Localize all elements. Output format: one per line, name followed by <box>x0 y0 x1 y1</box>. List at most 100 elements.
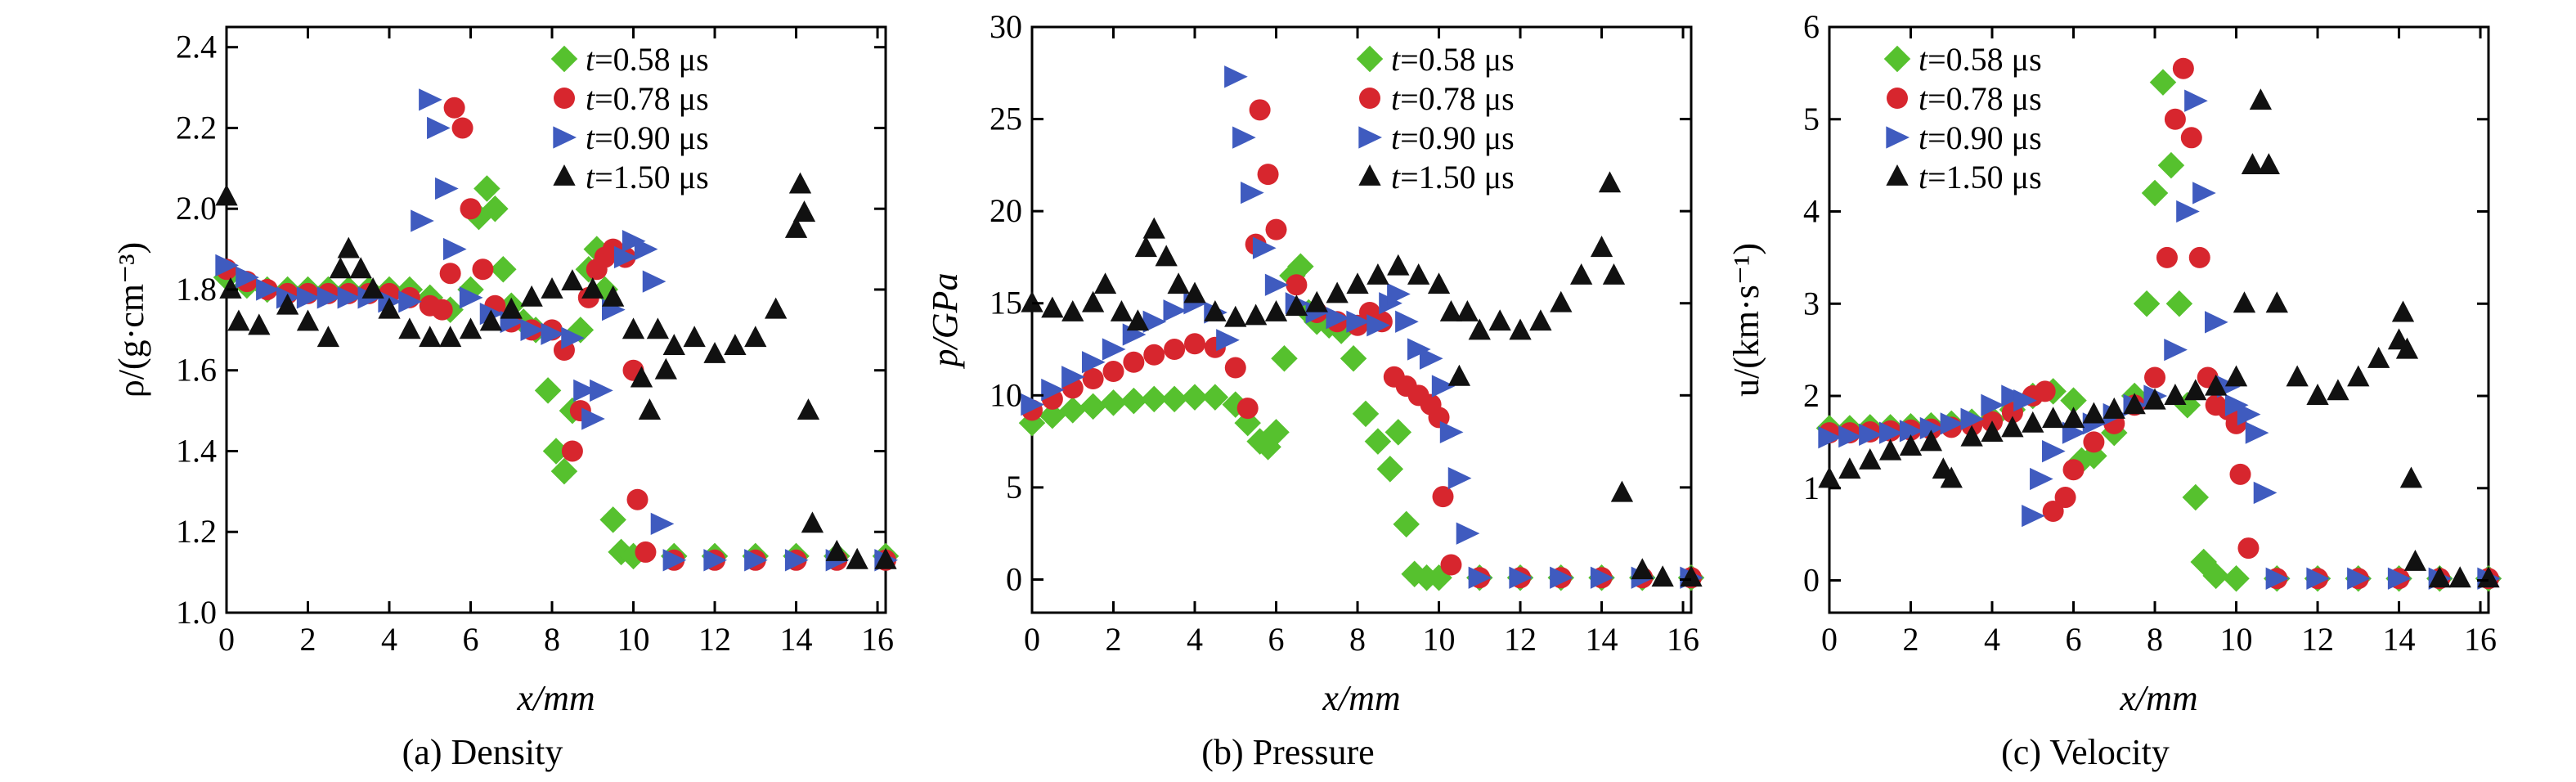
legend-label-t058: t=0.58 μs <box>586 41 709 78</box>
caption-density: (a) Density <box>402 732 563 772</box>
data-point <box>2062 459 2085 481</box>
data-point <box>2265 567 2290 590</box>
data-point <box>1407 263 1430 285</box>
data-point <box>2395 337 2419 359</box>
x-tick-label: 4 <box>1984 621 2000 658</box>
data-point <box>490 256 517 283</box>
x-tick-label: 14 <box>780 621 813 658</box>
data-point <box>1488 309 1511 331</box>
legend-marker-t078 <box>1887 88 1908 109</box>
data-point <box>1285 294 1308 317</box>
data-point <box>1244 303 1268 326</box>
y-tick-label: 2.0 <box>176 190 217 227</box>
data-point <box>1241 181 1264 204</box>
legend-marker-t058 <box>1356 45 1384 73</box>
data-point <box>435 177 459 200</box>
data-point <box>451 117 473 139</box>
legend-marker-t090 <box>553 126 577 149</box>
data-point <box>215 254 240 276</box>
data-point <box>1364 428 1392 455</box>
data-point <box>1164 339 1186 361</box>
x-tick-label: 12 <box>698 621 731 658</box>
data-point <box>1252 236 1277 259</box>
data-point <box>1367 263 1389 285</box>
data-point <box>2041 407 2065 429</box>
data-point <box>1123 351 1145 373</box>
y-tick-label: 20 <box>990 192 1022 229</box>
data-point <box>2083 431 2105 453</box>
data-point <box>2176 200 2200 223</box>
series-t150 <box>1021 171 1703 587</box>
data-point <box>1509 318 1532 340</box>
series-t150 <box>215 172 897 569</box>
data-point <box>316 286 341 309</box>
data-point <box>599 506 626 533</box>
data-point <box>744 326 767 348</box>
legend-marker-t150 <box>1358 164 1381 186</box>
data-point <box>2245 421 2269 444</box>
data-point <box>1960 407 1985 430</box>
data-point <box>662 334 685 356</box>
y-tick-label: 1.0 <box>176 594 217 631</box>
data-point <box>276 293 299 315</box>
data-point <box>1981 393 2005 416</box>
data-point <box>788 172 812 194</box>
data-point <box>573 379 597 402</box>
series-t090 <box>1818 89 2502 590</box>
data-point <box>2157 151 2185 179</box>
data-point <box>2165 290 2193 317</box>
x-tick-label: 14 <box>1586 621 1618 658</box>
data-point <box>2223 565 2250 592</box>
x-tick-label: 6 <box>1268 621 1285 658</box>
data-point <box>1456 522 1480 545</box>
y-tick-label: 0 <box>1006 560 1022 597</box>
data-point <box>2034 380 2056 402</box>
data-point <box>2347 567 2371 590</box>
data-point <box>635 541 657 563</box>
data-point <box>1590 236 1613 258</box>
data-point <box>626 488 648 510</box>
data-point <box>378 297 401 319</box>
data-point <box>1167 272 1190 294</box>
data-point <box>2347 365 2370 387</box>
data-point <box>1286 274 1308 296</box>
data-point <box>2149 69 2177 96</box>
data-point <box>1899 420 1923 443</box>
legend-velocity: t=0.58 μst=0.78 μst=0.90 μst=1.50 μs <box>1883 41 2042 196</box>
data-point <box>1142 217 1165 239</box>
data-point <box>1376 456 1404 483</box>
data-point <box>1134 236 1157 258</box>
data-point <box>1407 338 1431 361</box>
data-point <box>2249 88 2273 110</box>
data-point <box>316 326 340 348</box>
y-tick-label: 1.8 <box>176 271 217 308</box>
data-point <box>411 209 434 232</box>
data-point <box>1960 425 1983 447</box>
data-point <box>1079 393 1106 420</box>
data-point <box>642 270 666 293</box>
data-point <box>1232 126 1256 149</box>
data-point <box>1264 273 1289 296</box>
data-point <box>1271 345 1298 372</box>
panel-density: 0 2 4 6 8 10 12 14 16 1.0 1.2 1.4 1.6 1.8 2.0 2.2 2.4 t=… <box>111 25 900 772</box>
data-point <box>1340 345 1367 372</box>
data-point <box>602 285 625 307</box>
data-point <box>646 317 670 339</box>
y-tick-label: 1.2 <box>176 513 217 550</box>
data-point <box>1529 309 1552 331</box>
data-point <box>2205 311 2228 334</box>
plot-frame-density <box>225 25 887 614</box>
data-point <box>2001 416 2024 438</box>
y-axis-label-density: ρ/(g·cm⁻³) <box>111 242 151 398</box>
data-point <box>1059 397 1087 424</box>
data-point <box>634 237 658 261</box>
data-point <box>2237 402 2261 426</box>
marks-velocity <box>1815 57 2502 592</box>
legend-marker-t078 <box>1359 88 1380 109</box>
data-point <box>1102 338 1126 361</box>
data-point <box>561 440 583 462</box>
data-point <box>1680 565 1703 587</box>
data-point <box>1201 384 1229 411</box>
